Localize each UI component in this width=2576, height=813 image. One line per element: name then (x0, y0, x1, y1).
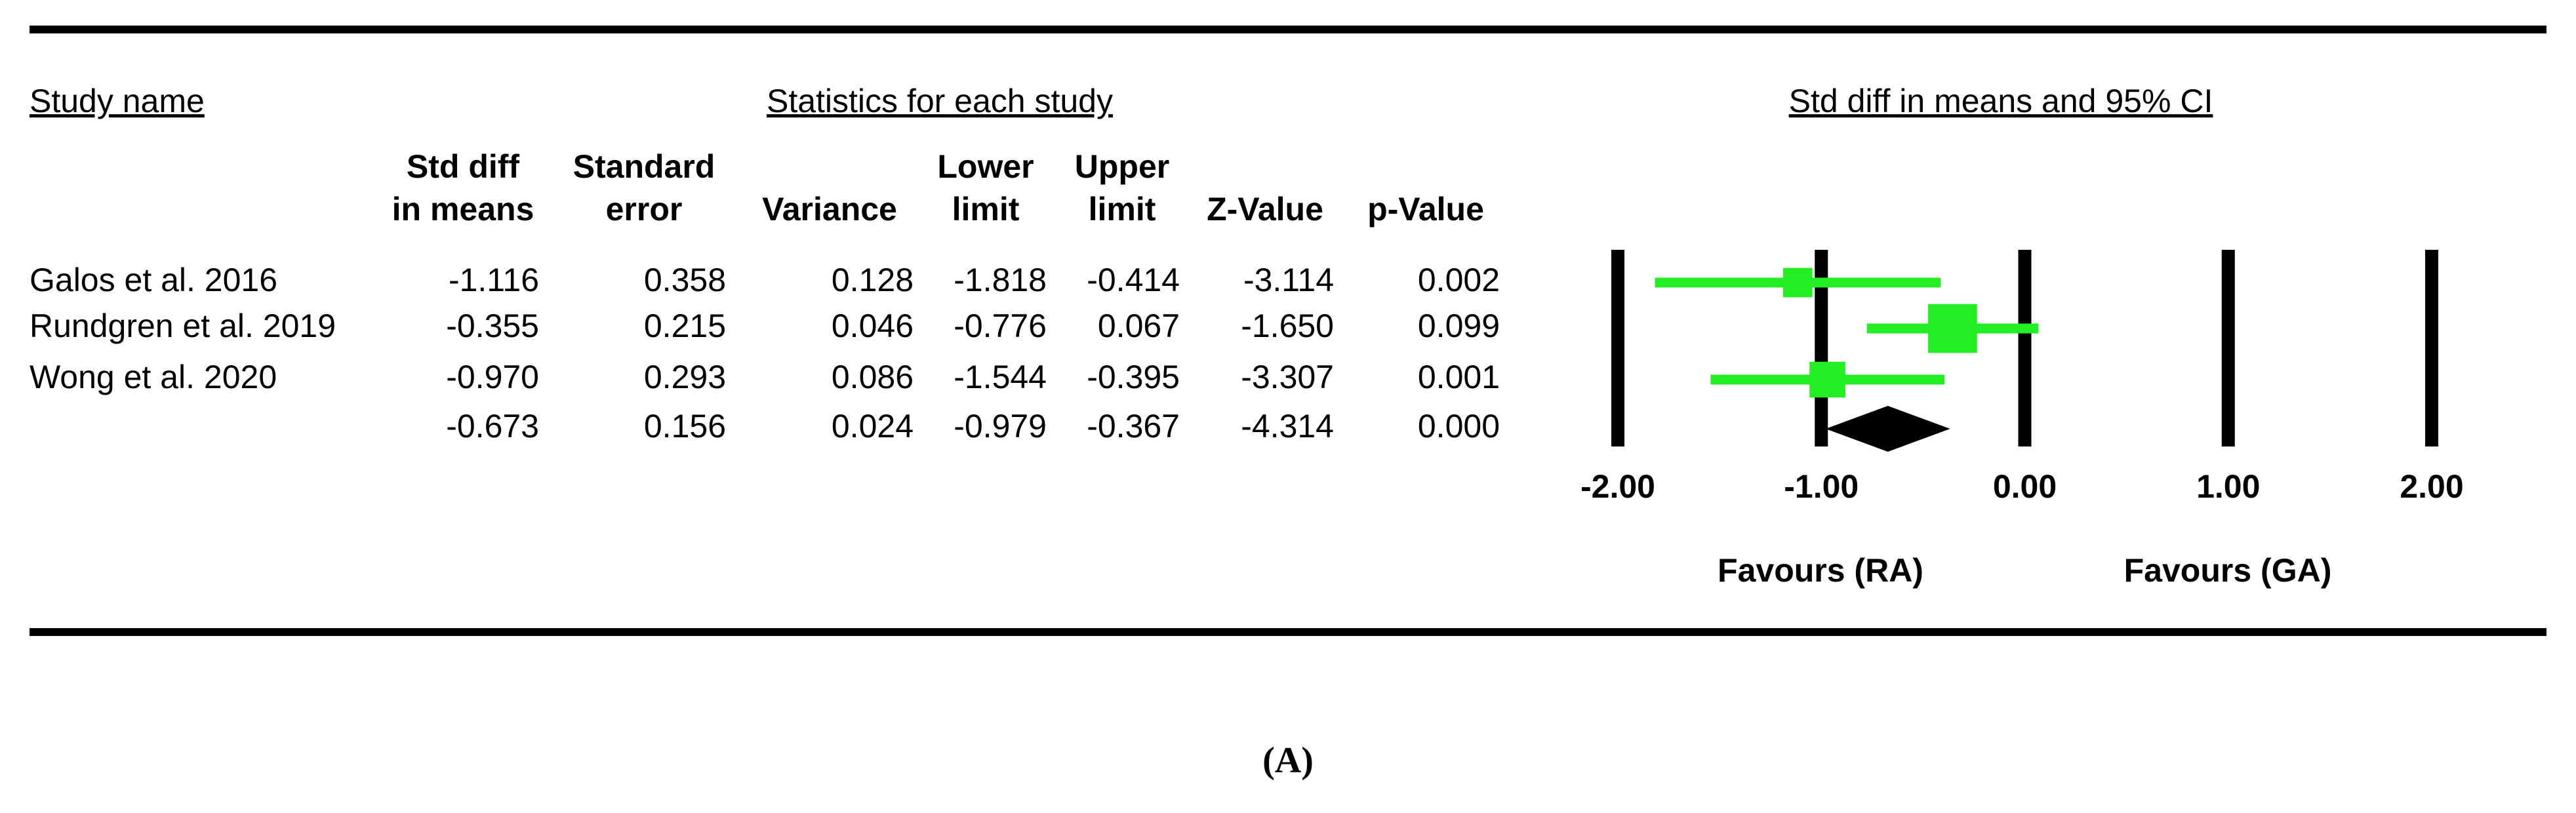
column-header: Std diff (407, 148, 520, 185)
x-tick-label: -2.00 (1580, 468, 1655, 505)
table-cell: 0.358 (644, 262, 726, 298)
column-header: limit (952, 191, 1020, 228)
x-tick-label: 1.00 (2196, 468, 2260, 505)
column-header: p-Value (1367, 191, 1484, 228)
table-cell: -0.395 (1087, 359, 1180, 395)
table-cell: 0.099 (1418, 307, 1500, 344)
table-cell: 0.000 (1418, 408, 1500, 445)
study-name: Galos et al. 2016 (30, 262, 277, 298)
column-header: in means (392, 191, 534, 228)
table-cell: -3.307 (1241, 359, 1334, 395)
effect-square (1928, 304, 1977, 353)
table-cell: -4.314 (1241, 408, 1334, 445)
column-header: error (606, 191, 683, 228)
study-header: Study name (30, 83, 205, 119)
table-cell: -0.970 (446, 359, 539, 395)
effect-square (1809, 361, 1845, 398)
table-cell: 0.067 (1098, 307, 1180, 344)
effect-square (1782, 268, 1813, 298)
table-cell: -0.776 (954, 307, 1047, 344)
summary-diamond (1825, 406, 1950, 452)
table-cell: 0.215 (644, 307, 726, 344)
x-tick-label: 2.00 (2400, 468, 2463, 505)
table-cell: -0.414 (1087, 262, 1180, 298)
table-cell: 0.086 (832, 359, 914, 395)
column-header: Standard (573, 148, 715, 185)
table-cell: 0.024 (832, 408, 914, 445)
table-cell: -1.116 (449, 262, 539, 298)
table-cell: -0.367 (1087, 408, 1180, 445)
table-cell: 0.156 (644, 408, 726, 445)
table-cell: -0.355 (446, 307, 539, 344)
caption: (A) (1262, 740, 1314, 781)
stats-header: Statistics for each study (767, 83, 1113, 119)
column-header: Z-Value (1207, 191, 1323, 228)
x-tick-label: 0.00 (1993, 468, 2057, 505)
table-cell: -0.673 (446, 408, 539, 445)
favours-left: Favours (RA) (1718, 552, 1923, 589)
column-header: Lower (937, 148, 1034, 185)
bottom-rule (30, 628, 2546, 636)
table-cell: 0.293 (644, 359, 726, 395)
study-name: Rundgren et al. 2019 (30, 307, 336, 344)
x-tick-label: -1.00 (1784, 468, 1859, 505)
table-cell: 0.002 (1418, 262, 1500, 298)
favours-right: Favours (GA) (2124, 552, 2332, 589)
column-header: Variance (762, 191, 897, 228)
study-name: Wong et al. 2020 (30, 359, 277, 395)
table-cell: -1.818 (954, 262, 1047, 298)
table-cell: 0.128 (832, 262, 914, 298)
top-rule (30, 26, 2546, 33)
column-header: limit (1089, 191, 1156, 228)
table-cell: -1.544 (954, 359, 1047, 395)
table-cell: -3.114 (1243, 262, 1334, 298)
plot-header: Std diff in means and 95% CI (1789, 83, 2213, 119)
column-header: Upper (1075, 148, 1169, 185)
table-cell: -1.650 (1241, 307, 1334, 344)
table-cell: 0.046 (832, 307, 914, 344)
table-cell: -0.979 (954, 408, 1047, 445)
table-cell: 0.001 (1418, 359, 1500, 395)
